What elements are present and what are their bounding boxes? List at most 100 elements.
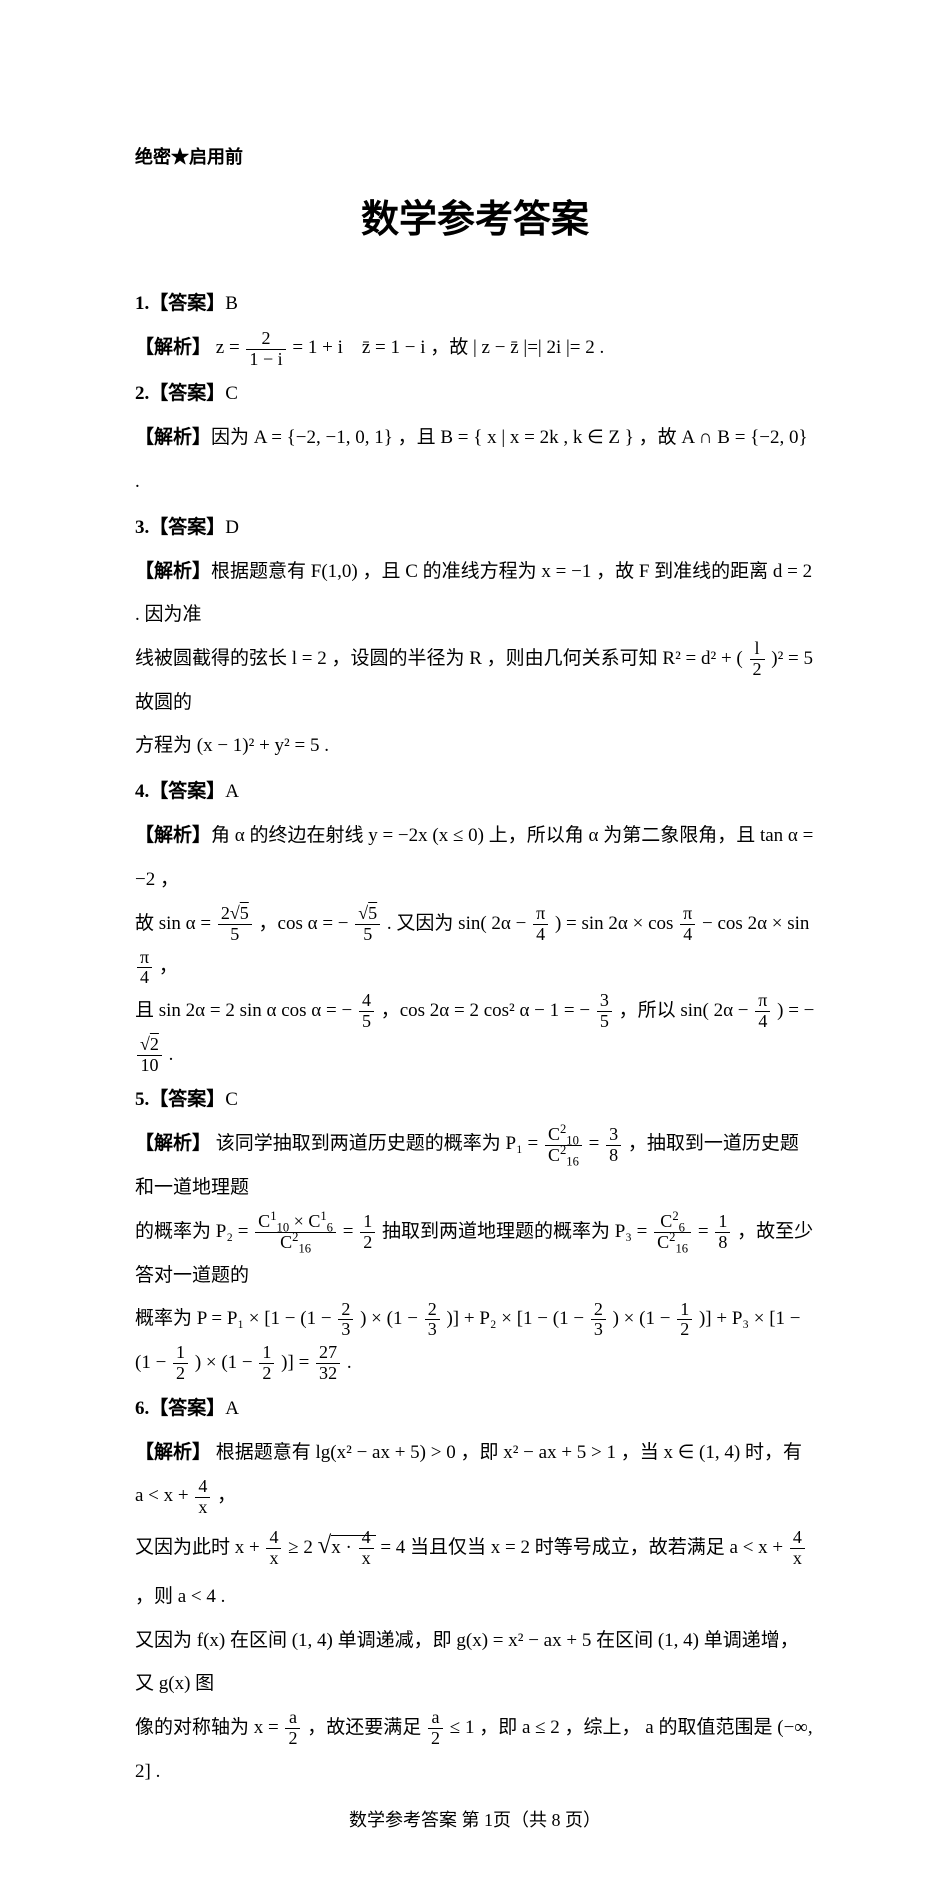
q1-ans-letter: B [225, 293, 238, 314]
fraction-num: a [428, 1708, 443, 1729]
classification-label: 绝密★启用前 [135, 140, 815, 174]
q4-l2e: − cos 2α × sin [702, 913, 809, 934]
page-footer: 数学参考答案 第 1页（共 8 页） [135, 1803, 815, 1837]
q6-l2a: 又因为此时 x + [135, 1537, 260, 1558]
fraction-den: C216 [545, 1146, 582, 1166]
fraction-num: 4 [359, 991, 374, 1012]
q6-line2: 又因为此时 x + 4x ≥ 2 √x · 4x = 4 当且仅当 x = 2 … [135, 1518, 815, 1619]
q5-line3: 概率为 P = P₁ × [1 − (1 − 23 ) × (1 − 23 )]… [135, 1297, 815, 1384]
fraction-num: 1 [677, 1300, 692, 1321]
q5-l1a: 该同学抽取到两道历史题的概率为 P₁ = [216, 1133, 538, 1154]
fraction: 35 [597, 991, 612, 1032]
q1-z-label: z = [216, 337, 240, 358]
q5-l3a: 概率为 P = P₁ × [1 − (1 − [135, 1308, 332, 1329]
q5-line1: 【解析】 该同学抽取到两道历史题的概率为 P₁ = C210C216 = 38 … [135, 1122, 815, 1209]
q3-line1: 根据题意有 F(1,0) ，且 C 的准线方程为 x = −1 ，故 F 到准线… [135, 561, 812, 626]
q5-ans-letter: C [225, 1089, 238, 1110]
q4-ans-letter: A [225, 781, 239, 802]
fraction: C210C216 [545, 1125, 582, 1166]
fraction-den: 3 [338, 1320, 353, 1340]
q6-l2d: ，则 a < 4 . [135, 1586, 225, 1607]
fraction: π4 [533, 904, 548, 945]
fraction: a2 [428, 1708, 443, 1749]
q4-l3d: ) = − [777, 1000, 814, 1021]
fraction-den: 2 [259, 1364, 274, 1384]
fraction-num: √2 [137, 1035, 162, 1056]
fraction: 2√55 [218, 904, 252, 945]
fraction-num: 4 [266, 1528, 281, 1549]
q6-l2b: ≥ 2 [288, 1537, 313, 1558]
fraction: √55 [355, 904, 380, 945]
fraction-num: 2√5 [218, 904, 252, 925]
document-title: 数学参考答案 [135, 184, 815, 256]
fraction-den: 4 [680, 925, 695, 945]
fraction-num: 4 [790, 1528, 805, 1549]
fraction: π4 [137, 948, 152, 989]
q4-l2a: 故 sin α = [135, 913, 211, 934]
q6-l2c: = 4 当且仅当 x = 2 时等号成立，故若满足 a < x + [380, 1537, 783, 1558]
q6-expl-label: 【解析】 [135, 1442, 211, 1463]
q6-l4b: ，故还要满足 [307, 1717, 421, 1738]
fraction-den: 10 [137, 1056, 162, 1076]
fraction-den: C216 [654, 1233, 691, 1253]
q5-l2a: 的概率为 P₂ = [135, 1221, 248, 1242]
fraction: π4 [680, 904, 695, 945]
fraction: 45 [359, 991, 374, 1032]
fraction-den: 2 [360, 1233, 375, 1253]
q4-line1: 【解析】角 α 的终边在射线 y = −2x (x ≤ 0) 上，所以角 α 为… [135, 814, 815, 901]
q3-answer: 3.【答案】D [135, 510, 815, 546]
fraction: √210 [137, 1035, 162, 1076]
fraction-den: 2 [750, 660, 765, 680]
q4-l2b: ，cos α = − [259, 913, 349, 934]
fraction-den: 4 [137, 968, 152, 988]
q6-answer: 6.【答案】A [135, 1391, 815, 1427]
q1-answer: 1.【答案】B [135, 286, 815, 322]
q6-l1b: ， [217, 1485, 236, 1506]
fraction-den: 2 [173, 1364, 188, 1384]
fraction: 4x [266, 1528, 281, 1569]
fraction-den: C216 [255, 1233, 336, 1253]
fraction: 4x [195, 1477, 210, 1518]
fraction-num: 2 [591, 1300, 606, 1321]
q2-body: 因为 A = {−2, −1, 0, 1} ，且 B = { x | x = 2… [135, 427, 808, 492]
q6-line4: 像的对称轴为 x = a2 ，故还要满足 a2 ≤ 1 ，即 a ≤ 2 ，综上… [135, 1706, 815, 1793]
fraction-den: 8 [606, 1146, 621, 1166]
fraction-den: 4 [533, 925, 548, 945]
q1-expl-label: 【解析】 [135, 337, 211, 358]
q5-l3g: )] = [281, 1352, 309, 1373]
q4-l3b: ，cos 2α = 2 cos² α − 1 = − [381, 1000, 590, 1021]
q6-ans-letter: A [225, 1398, 239, 1419]
q2-explanation: 【解析】因为 A = {−2, −1, 0, 1} ，且 B = { x | x… [135, 416, 815, 503]
q3-ans-letter: D [225, 517, 239, 538]
fraction: a2 [285, 1708, 300, 1749]
fraction: 2732 [316, 1343, 340, 1384]
q5-l2c: 抽取到两道地理题的概率为 P₃ = [382, 1221, 647, 1242]
q2-expl-label: 【解析】 [135, 427, 211, 448]
q2-number: 2.【答案】 [135, 383, 225, 404]
fraction-num: π [137, 948, 152, 969]
fraction-den: 3 [591, 1320, 606, 1340]
q4-answer: 4.【答案】A [135, 774, 815, 810]
fraction-den: x [359, 1549, 374, 1569]
q5-expl-label: 【解析】 [135, 1133, 211, 1154]
q1-number: 1.【答案】 [135, 293, 225, 314]
q3-line2: 线被圆截得的弦长 l = 2 ，设圆的半径为 R ，则由几何关系可知 R² = … [135, 637, 815, 724]
eq: = [589, 1133, 600, 1154]
q5-answer: 5.【答案】C [135, 1082, 815, 1118]
q1-eq1: = 1 + i [292, 337, 342, 358]
q4-l2d: ) = sin 2α × cos [555, 913, 673, 934]
fraction: 12 [360, 1212, 375, 1253]
fraction: 23 [338, 1300, 353, 1341]
sqrt-body: x · 4x [331, 1535, 375, 1558]
eq: = [343, 1221, 354, 1242]
fraction: 18 [715, 1212, 730, 1253]
fraction-num: √5 [355, 904, 380, 925]
q6-number: 6.【答案】 [135, 1398, 225, 1419]
fraction-num: 1 [259, 1343, 274, 1364]
fraction-den: 5 [218, 925, 252, 945]
fraction-num: l [750, 639, 765, 660]
fraction-den: 3 [425, 1320, 440, 1340]
fraction-den: 5 [597, 1012, 612, 1032]
fraction-den: x [790, 1549, 805, 1569]
fraction: C110 × C16C216 [255, 1212, 336, 1253]
